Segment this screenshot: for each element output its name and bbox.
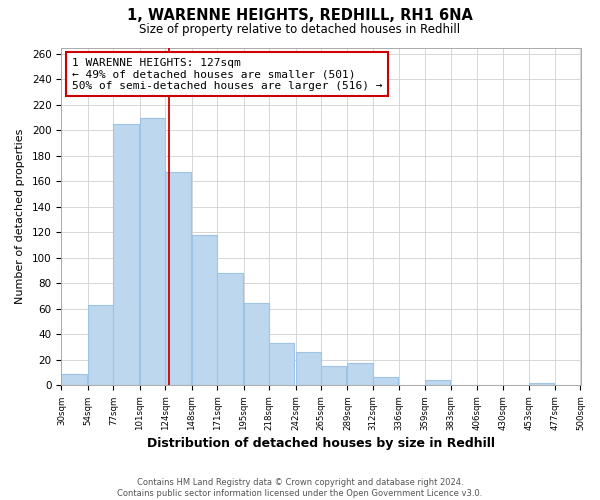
Bar	[113, 124, 139, 386]
Bar	[296, 352, 321, 386]
Bar	[165, 172, 191, 386]
Bar	[244, 302, 269, 386]
Bar	[321, 366, 346, 386]
Bar	[347, 362, 373, 386]
Bar	[529, 383, 554, 386]
Bar	[88, 305, 113, 386]
Text: Contains HM Land Registry data © Crown copyright and database right 2024.
Contai: Contains HM Land Registry data © Crown c…	[118, 478, 482, 498]
Bar	[192, 235, 217, 386]
Bar	[269, 344, 295, 386]
Bar	[140, 118, 165, 386]
Text: 1, WARENNE HEIGHTS, REDHILL, RH1 6NA: 1, WARENNE HEIGHTS, REDHILL, RH1 6NA	[127, 8, 473, 22]
X-axis label: Distribution of detached houses by size in Redhill: Distribution of detached houses by size …	[147, 437, 495, 450]
Text: Size of property relative to detached houses in Redhill: Size of property relative to detached ho…	[139, 22, 461, 36]
Y-axis label: Number of detached properties: Number of detached properties	[15, 129, 25, 304]
Bar	[425, 380, 450, 386]
Bar	[373, 376, 398, 386]
Bar	[217, 273, 242, 386]
Text: 1 WARENNE HEIGHTS: 127sqm
← 49% of detached houses are smaller (501)
50% of semi: 1 WARENNE HEIGHTS: 127sqm ← 49% of detac…	[72, 58, 382, 91]
Bar	[61, 374, 87, 386]
